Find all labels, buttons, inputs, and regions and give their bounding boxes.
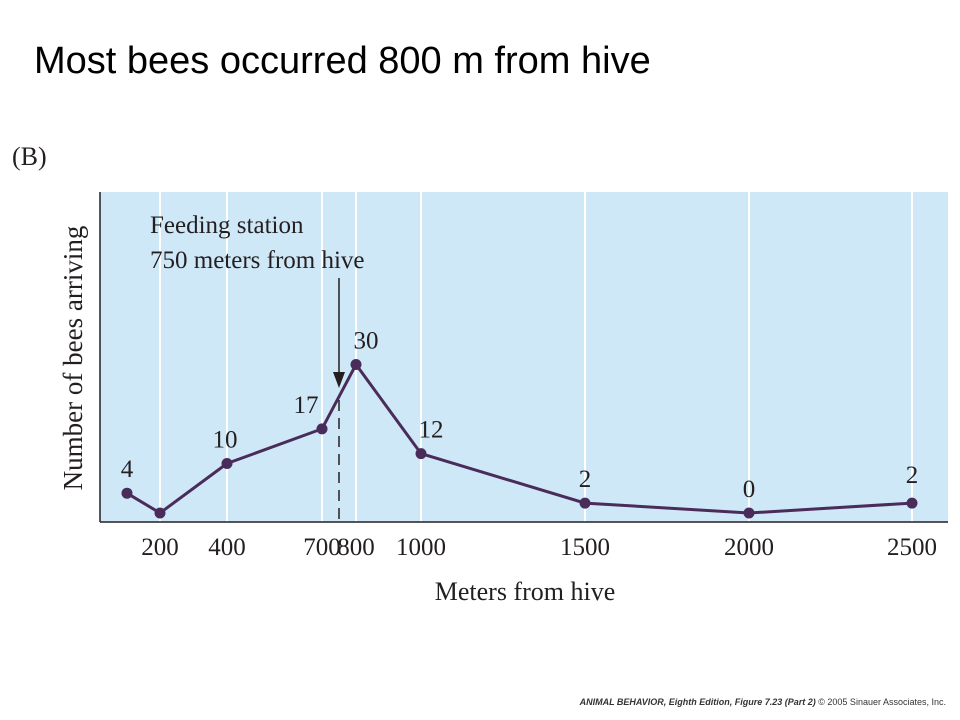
data-point-4	[350, 359, 362, 370]
feeding-station-annotation: Feeding station 750 meters from hive	[150, 212, 365, 388]
x-tick-label-1000: 1000	[396, 534, 446, 561]
data-label-8: 2	[906, 462, 919, 489]
slide-title: Most bees occurred 800 m from hive	[34, 40, 651, 82]
data-points	[121, 359, 918, 519]
x-tick-label-800: 800	[337, 534, 375, 561]
x-tick-label-2500: 2500	[887, 534, 937, 561]
credit-source: ANIMAL BEHAVIOR, Eighth Edition, Figure …	[579, 697, 816, 707]
data-point-2	[221, 458, 233, 469]
x-tick-label-700: 700	[303, 534, 341, 561]
x-tick-label-2000: 2000	[724, 534, 774, 561]
x-axis-label: Meters from hive	[435, 577, 616, 606]
data-label-0: 4	[121, 456, 134, 483]
annotation-arrow-head	[333, 372, 345, 388]
y-axis-label: Number of bees arriving	[58, 226, 88, 491]
data-point-1	[154, 507, 166, 519]
data-label-6: 2	[579, 466, 592, 493]
x-tick-label-200: 200	[141, 534, 179, 561]
annotation-line-2: 750 meters from hive	[150, 247, 365, 274]
data-point-5	[415, 448, 427, 460]
figure-credit: ANIMAL BEHAVIOR, Eighth Edition, Figure …	[580, 697, 946, 707]
data-label-3: 17	[294, 392, 319, 419]
annotation-line-1: Feeding station	[150, 212, 304, 239]
data-label-4: 30	[354, 328, 379, 355]
data-point-3	[316, 423, 328, 435]
x-tick-label-1500: 1500	[560, 534, 610, 561]
data-point-8	[906, 497, 918, 509]
data-point-6	[579, 497, 591, 509]
data-point-7	[743, 507, 755, 519]
credit-copyright: © 2005 Sinauer Associates, Inc.	[818, 697, 946, 707]
gridlines	[159, 192, 913, 522]
panel-label: (B)	[12, 142, 47, 171]
data-labels: 4 10 17 30 12 2 0 2	[121, 328, 919, 504]
data-label-7: 0	[743, 476, 756, 503]
data-point-0	[121, 487, 133, 499]
x-tick-label-400: 400	[208, 534, 246, 561]
data-label-5: 12	[419, 417, 444, 444]
plot-background	[100, 192, 948, 522]
data-label-2: 10	[213, 427, 238, 454]
